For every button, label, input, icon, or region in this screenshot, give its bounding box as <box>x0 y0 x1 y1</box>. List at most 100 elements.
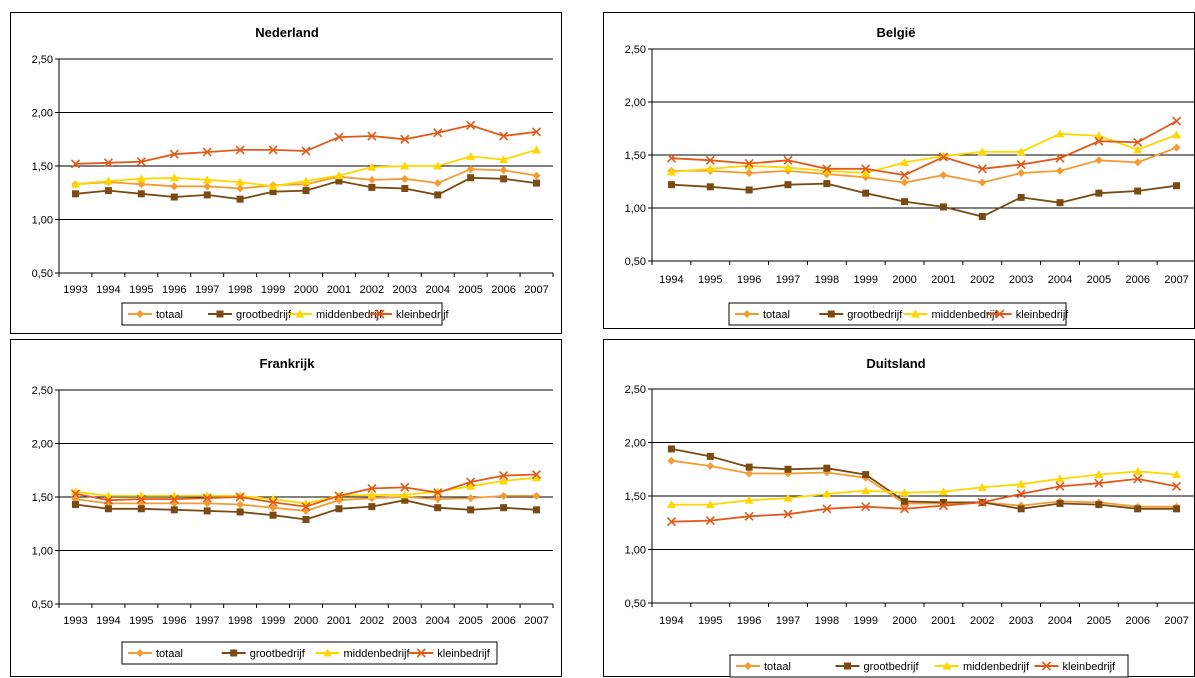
data-point-kleinbedrijf <box>466 120 476 130</box>
data-point-middenbedrijf <box>1016 147 1026 156</box>
data-point-grootbedrijf <box>862 471 870 479</box>
legend-label: grootbedrijf <box>847 309 903 321</box>
data-point-grootbedrijf <box>667 445 675 453</box>
data-point-totaal <box>466 165 475 174</box>
x-tick-label: 1995 <box>129 615 153 627</box>
series-line-middenbedrijf <box>671 470 1177 506</box>
legend-label: totaal <box>156 648 183 660</box>
data-point-kleinbedrijf <box>466 477 476 487</box>
legend-marker <box>942 661 952 670</box>
data-point-middenbedrijf <box>1172 470 1182 479</box>
data-point-kleinbedrijf <box>235 145 245 155</box>
line-chart-nederland: Nederland 0,50 1,00 1,50 2,00 2,50 1993 1994 199… <box>32 25 554 326</box>
y-tick-label: 2,50 <box>32 385 53 397</box>
x-tick-label: 2003 <box>393 284 417 296</box>
data-point-grootbedrijf <box>137 505 145 513</box>
data-point-kleinbedrijf <box>900 504 910 514</box>
data-point-kleinbedrijf <box>977 164 987 174</box>
data-point-grootbedrijf <box>467 506 475 514</box>
legend-box <box>121 641 498 665</box>
legend-label: totaal <box>764 661 791 673</box>
data-point-kleinbedrijf <box>301 502 311 512</box>
series-totaal <box>667 143 1181 187</box>
data-point-kleinbedrijf <box>666 517 676 527</box>
x-tick-label: 1996 <box>162 615 186 627</box>
series-kleinbedrijf <box>666 474 1182 527</box>
data-point-middenbedrijf <box>499 476 509 485</box>
data-point-kleinbedrijf <box>103 158 113 168</box>
x-tick-label: 2000 <box>294 615 318 627</box>
data-point-kleinbedrijf <box>400 482 410 492</box>
legend-marker <box>230 649 238 657</box>
legend-marker <box>827 310 835 318</box>
data-point-grootbedrijf <box>745 186 753 194</box>
data-point-kleinbedrijf <box>499 471 509 481</box>
x-tick-label: 1998 <box>815 274 839 286</box>
y-tick-label: 2,00 <box>625 438 646 450</box>
data-point-middenbedrijf <box>705 164 715 173</box>
x-tick-label: 2007 <box>1164 274 1188 286</box>
data-point-totaal <box>499 491 508 500</box>
legend-label: kleinbedrijf <box>437 648 491 660</box>
series-kleinbedrijf <box>70 120 542 169</box>
x-tick-label: 2001 <box>327 284 351 296</box>
legend-label: totaal <box>156 309 183 321</box>
legend: totaal grootbedrijf middenbedrijf kleinbedr… <box>121 302 450 326</box>
data-point-middenbedrijf <box>1133 145 1143 154</box>
data-point-kleinbedrijf <box>744 158 754 169</box>
chart-title: Duitsland <box>866 356 925 371</box>
data-point-totaal <box>1133 158 1142 167</box>
data-point-totaal <box>400 174 409 183</box>
x-tick-label: 2003 <box>393 615 417 627</box>
data-point-grootbedrijf <box>170 193 178 201</box>
data-point-kleinbedrijf <box>666 153 676 163</box>
data-point-middenbedrijf <box>938 487 948 496</box>
data-point-middenbedrijf <box>235 177 245 186</box>
data-point-grootbedrijf <box>236 195 244 203</box>
data-point-grootbedrijf <box>784 465 792 473</box>
data-point-grootbedrijf <box>500 504 508 512</box>
data-point-grootbedrijf <box>823 180 831 188</box>
data-point-kleinbedrijf <box>938 501 948 511</box>
data-point-middenbedrijf <box>1055 474 1065 483</box>
data-point-kleinbedrijf <box>1055 481 1065 491</box>
data-point-kleinbedrijf <box>136 157 146 167</box>
data-point-kleinbedrijf <box>861 502 871 512</box>
series-middenbedrijf <box>666 466 1182 509</box>
data-point-middenbedrijf <box>1172 130 1182 139</box>
data-point-middenbedrijf <box>466 151 476 160</box>
data-point-kleinbedrijf <box>169 149 179 159</box>
data-point-totaal <box>706 462 715 471</box>
data-point-kleinbedrijf <box>499 131 509 141</box>
data-point-totaal <box>1172 143 1181 152</box>
data-point-grootbedrijf <box>745 463 753 471</box>
data-point-grootbedrijf <box>368 503 376 511</box>
legend-marker <box>323 648 332 657</box>
data-point-middenbedrijf <box>1094 470 1104 479</box>
line-chart-frankrijk: Frankrijk 0,50 1,00 1,50 2,00 2,50 1993 1994 199… <box>32 356 554 665</box>
data-point-kleinbedrijf <box>1133 474 1143 484</box>
x-tick-label: 2006 <box>1125 274 1149 286</box>
data-point-kleinbedrijf <box>334 491 344 501</box>
legend-marker <box>375 309 385 319</box>
data-point-middenbedrijf <box>466 481 476 490</box>
x-tick-label: 1997 <box>776 615 800 627</box>
data-point-middenbedrijf <box>70 487 80 496</box>
data-point-grootbedrijf <box>104 505 112 513</box>
data-point-kleinbedrijf <box>334 132 344 142</box>
data-point-middenbedrijf <box>744 495 754 504</box>
data-point-kleinbedrijf <box>433 488 443 498</box>
data-point-middenbedrijf <box>433 161 443 170</box>
data-point-grootbedrijf <box>1134 505 1142 513</box>
x-tick-label: 1997 <box>195 615 219 627</box>
x-tick-label: 2004 <box>1048 274 1072 286</box>
data-point-kleinbedrijf <box>367 131 377 141</box>
legend-item-totaal: totaal <box>736 661 791 673</box>
data-point-kleinbedrijf <box>1055 153 1065 163</box>
legend-marker <box>416 648 426 658</box>
data-point-middenbedrijf <box>861 486 871 495</box>
data-point-grootbedrijf <box>269 188 277 196</box>
legend-item-grootbedrijf: grootbedrijf <box>819 309 903 321</box>
data-point-totaal <box>203 499 212 508</box>
x-tick-label: 2006 <box>491 284 515 296</box>
